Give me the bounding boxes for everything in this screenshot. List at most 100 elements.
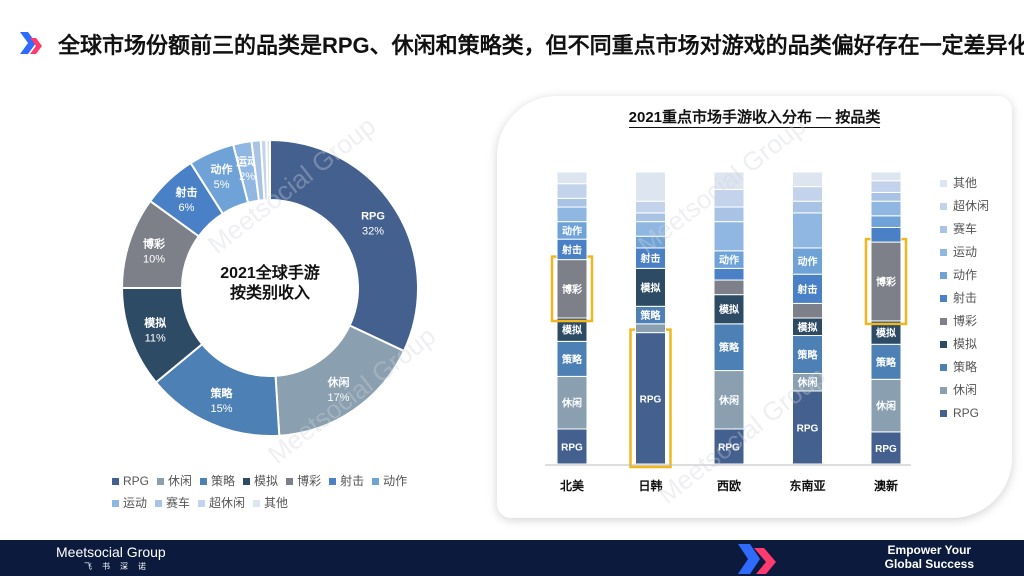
bar-label-澳新-策略: 策略 (876, 356, 897, 369)
bar-segment-北美-休闲 (556, 375, 588, 430)
donut-legend-item-其他: 其他 (253, 492, 288, 514)
legend-label: 动作 (383, 474, 408, 488)
legend-swatch (253, 500, 261, 508)
bar-label-北美-休闲: 休闲 (561, 397, 582, 410)
donut-label-博彩: 博彩 (143, 236, 165, 250)
bar-segment-西欧-超休闲 (713, 189, 745, 208)
legend-swatch (940, 180, 947, 188)
bar-segment-东南亚-RPG (792, 390, 823, 465)
donut-label-策略: 策略 (210, 386, 234, 400)
donut-label-射击: 射击 (174, 185, 197, 199)
bar-北美: RPG 休闲 策略 模拟 博彩 射击 动作 (550, 171, 594, 465)
bar-澳新: RPG 休闲 策略 模拟 博彩 (864, 171, 908, 465)
donut-legend-item-射击: 射击 (329, 470, 364, 492)
legend-swatch (200, 478, 208, 486)
legend-swatch (157, 478, 165, 486)
bar-label-东南亚-模拟: 模拟 (798, 321, 818, 334)
stacked-bar-chart: RPG休闲策略模拟博彩射击动作北美RPG策略模拟射击日韩RPG休闲策略模拟动作西… (545, 171, 911, 493)
donut-legend-item-动作: 动作 (372, 470, 407, 492)
donut-value-射击: 6% (179, 202, 195, 214)
bar-label-澳新-博彩: 博彩 (876, 276, 896, 289)
bar-segment-东南亚-超休闲 (792, 186, 823, 202)
footer-slogan-line2: Global Success (884, 557, 974, 571)
legend-swatch (940, 226, 947, 234)
legend-swatch (372, 478, 380, 486)
x-tick-label-澳新: 澳新 (874, 478, 898, 493)
legend-swatch (940, 272, 947, 280)
bar-label-北美-射击: 射击 (561, 243, 582, 256)
bar-segment-西欧-RPG (713, 428, 745, 465)
bar-segment-北美-运动 (556, 206, 588, 223)
bar-segment-日韩-运动 (635, 221, 666, 237)
bar-segment-东南亚-赛车 (792, 200, 823, 214)
bar-西欧: RPG 休闲 策略 模拟 动作 (713, 171, 745, 465)
donut-value-休闲: 17% (328, 392, 350, 404)
bar-segment-西欧-运动 (713, 221, 745, 252)
bar-segment-日韩-超休闲 (635, 200, 666, 214)
legend-label: 其他 (953, 176, 978, 190)
legend-label: RPG (953, 406, 980, 420)
bar-label-西欧-模拟: 模拟 (719, 303, 739, 316)
bar-segment-北美-RPG (556, 428, 588, 465)
donut-label-RPG: RPG (361, 211, 385, 223)
legend-swatch (112, 500, 119, 508)
x-tick-label-日韩: 日韩 (638, 478, 662, 493)
legend-swatch (940, 249, 947, 257)
bar-segment-北美-策略 (556, 340, 588, 377)
stacked-legend-item-RPG: RPG (940, 402, 989, 425)
bar-label-日韩-策略: 策略 (641, 309, 662, 322)
donut-label-模拟: 模拟 (144, 315, 166, 329)
page-title: 全球市场份额前三的品类是RPG、休闲和策略类，但不同重点市场对游戏的品类偏好存在… (58, 33, 1024, 58)
x-tick-label-东南亚: 东南亚 (789, 478, 825, 493)
donut-legend-item-超休闲: 超休闲 (198, 492, 245, 514)
stacked-legend-item-模拟: 模拟 (940, 333, 989, 356)
legend-swatch (940, 295, 947, 303)
bar-segment-日韩-其他 (635, 171, 666, 202)
donut-value-策略: 15% (211, 403, 233, 415)
legend-label: 休闲 (953, 383, 978, 397)
legend-label: 博彩 (297, 474, 322, 488)
legend-label: 运动 (123, 496, 148, 510)
bar-label-东南亚-策略: 策略 (798, 349, 819, 362)
donut-center-label: 2021全球手游 按类别收入 (118, 264, 422, 304)
bar-segment-澳新-RPG (870, 431, 902, 465)
bar-东南亚: RPG 休闲 策略 模拟 射击 动作 (792, 171, 823, 465)
bar-segment-日韩-动作 (635, 235, 666, 249)
legend-label: 赛车 (166, 496, 191, 510)
stacked-legend-item-休闲: 休闲 (940, 379, 989, 402)
donut-legend-item-RPG: RPG (112, 470, 149, 492)
donut-slice-RPG (269, 138, 419, 353)
stacked-legend: 其他 超休闲 赛车 运动 动作 射击 博彩 模拟 策略 休闲 RPG (940, 172, 989, 425)
bar-segment-西欧-策略 (713, 323, 745, 372)
bar-segment-北美-超休闲 (556, 183, 588, 199)
legend-label: 博彩 (953, 314, 978, 328)
legend-swatch (940, 387, 947, 395)
bar-label-澳新-休闲: 休闲 (875, 400, 896, 413)
x-tick-label-北美: 北美 (560, 478, 585, 493)
legend-label: 超休闲 (209, 496, 246, 510)
bar-segment-东南亚-动作 (792, 247, 823, 275)
legend-swatch (286, 478, 294, 486)
stacked-legend-item-博彩: 博彩 (940, 310, 989, 333)
footer-slogan-line1: Empower Your (887, 543, 972, 557)
bar-segment-西欧-休闲 (713, 370, 745, 430)
donut-label-动作: 动作 (211, 162, 233, 176)
donut-legend-item-休闲: 休闲 (157, 470, 192, 492)
bar-segment-澳新-休闲 (870, 378, 902, 433)
footer-bar: Meetsocial Group 飞书深诺 Empower Your Globa… (0, 540, 1024, 576)
legend-swatch (940, 364, 947, 372)
legend-swatch (940, 203, 947, 211)
bar-segment-北美-其他 (556, 171, 588, 185)
stacked-legend-item-动作: 动作 (940, 264, 989, 287)
bar-segment-澳新-赛车 (870, 191, 902, 202)
stacked-legend-item-运动: 运动 (940, 241, 989, 264)
donut-value-博彩: 10% (143, 253, 165, 265)
donut-value-RPG: 32% (362, 226, 384, 238)
donut-legend-item-赛车: 赛车 (155, 492, 190, 514)
stacked-legend-item-赛车: 赛车 (940, 218, 989, 241)
bar-segment-北美-赛车 (556, 197, 588, 208)
donut-value-运动: 2% (239, 171, 255, 183)
donut-chart: RPG 32% 休闲 17% 策略 15% 模拟 11% 博彩 10% 射击 6% 动作 5% 运动 2% (118, 136, 422, 440)
legend-label: 策略 (211, 474, 236, 488)
